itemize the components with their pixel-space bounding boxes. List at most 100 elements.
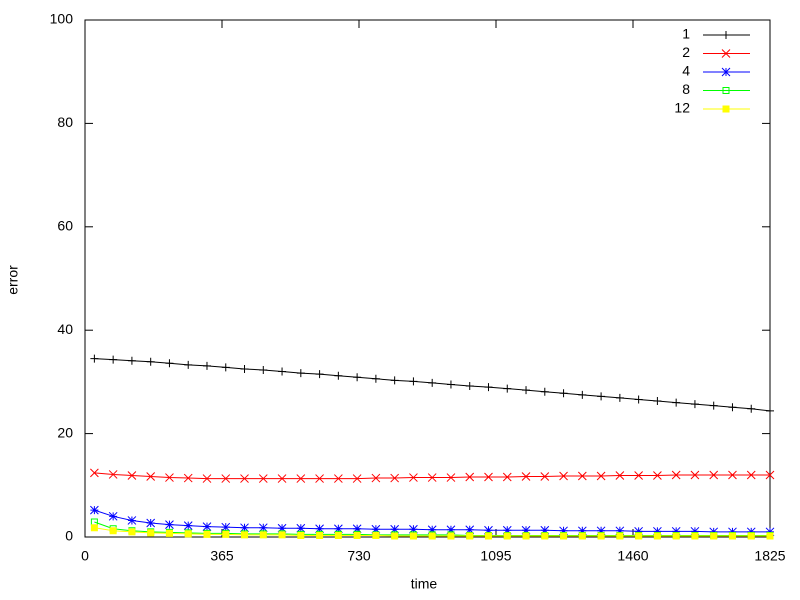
- data-point: [278, 531, 286, 539]
- plot-border: [84, 19, 771, 538]
- data-point: [559, 389, 568, 398]
- data-point: [577, 471, 587, 481]
- data-point: [446, 473, 456, 482]
- data-point: [90, 524, 98, 532]
- data-point: [672, 532, 680, 540]
- data-point: [240, 474, 249, 483]
- data-point: [596, 526, 606, 536]
- data-point: [653, 526, 662, 536]
- data-point: [465, 525, 475, 535]
- y-axis-label: error: [5, 265, 21, 295]
- data-point: [203, 530, 211, 538]
- data-point: [653, 532, 661, 540]
- data-point: [334, 524, 343, 534]
- data-point: [596, 471, 606, 481]
- data-point: [297, 531, 305, 539]
- data-point: [503, 384, 512, 393]
- data-point: [709, 527, 719, 537]
- data-point: [183, 473, 193, 483]
- data-point: [353, 373, 362, 382]
- data-point: [240, 364, 249, 373]
- data-point: [147, 529, 155, 537]
- data-point: [521, 525, 531, 535]
- legend-label: 4: [682, 63, 690, 79]
- data-point: [709, 401, 718, 410]
- x-tick-label: 1460: [617, 548, 648, 564]
- data-point: [484, 532, 492, 540]
- data-point: [560, 532, 568, 540]
- data-point: [428, 378, 437, 387]
- x-tick-label: 365: [210, 548, 234, 564]
- x-axis-label: time: [411, 576, 438, 592]
- data-point: [146, 518, 156, 528]
- legend-marker: [721, 49, 731, 58]
- data-point: [690, 470, 700, 480]
- data-point: [465, 472, 475, 482]
- data-point: [653, 397, 662, 406]
- y-tick-label: 20: [57, 424, 73, 440]
- data-point: [127, 516, 137, 525]
- data-point: [634, 471, 643, 480]
- data-point: [634, 526, 643, 536]
- data-point: [352, 474, 362, 483]
- data-point: [765, 470, 775, 480]
- data-point: [127, 356, 136, 365]
- data-point: [447, 532, 455, 540]
- data-point: [390, 473, 400, 483]
- legend-label: 1: [682, 26, 690, 42]
- data-point: [296, 523, 306, 533]
- data-point: [108, 511, 118, 521]
- data-point: [578, 532, 586, 540]
- data-point: [334, 474, 343, 483]
- data-point: [222, 530, 230, 538]
- x-tick-label: 0: [81, 548, 89, 564]
- data-point: [183, 521, 193, 530]
- data-point: [109, 355, 118, 364]
- y-tick-label: 60: [57, 218, 73, 234]
- y-tick-label: 80: [57, 114, 73, 130]
- data-point: [315, 524, 324, 534]
- data-point: [296, 369, 305, 378]
- data-point: [746, 527, 756, 537]
- data-point: [427, 473, 437, 482]
- data-point: [766, 406, 774, 415]
- data-point: [728, 470, 737, 480]
- x-tick-label: 1095: [480, 548, 511, 564]
- data-point: [446, 380, 455, 389]
- data-point: [502, 472, 512, 482]
- legend-label: 12: [674, 100, 690, 116]
- data-point: [691, 532, 699, 540]
- data-point: [202, 361, 211, 370]
- data-point: [765, 527, 775, 537]
- data-point: [690, 526, 700, 536]
- data-point: [710, 532, 718, 540]
- data-point: [540, 525, 550, 535]
- data-point: [671, 470, 681, 480]
- y-tick-label: 0: [65, 528, 73, 544]
- data-point: [259, 366, 268, 375]
- data-point: [540, 472, 550, 481]
- x-tick-label: 1825: [754, 548, 785, 564]
- data-point: [503, 532, 511, 540]
- legend-marker: [721, 67, 731, 77]
- data-point: [390, 376, 399, 385]
- data-point: [540, 387, 549, 396]
- data-point: [372, 531, 380, 539]
- data-point: [165, 520, 174, 529]
- data-point: [746, 470, 756, 480]
- data-point: [278, 367, 287, 376]
- data-point: [709, 470, 719, 480]
- legend-label: 2: [682, 44, 690, 60]
- data-point: [466, 532, 474, 540]
- data-point: [221, 474, 231, 483]
- data-point: [427, 525, 437, 535]
- data-point: [334, 531, 342, 539]
- data-point: [428, 532, 436, 540]
- data-point: [559, 471, 568, 481]
- data-point: [108, 470, 118, 479]
- data-point: [352, 524, 362, 534]
- data-point: [541, 532, 549, 540]
- data-point: [577, 526, 587, 536]
- data-point: [184, 360, 193, 369]
